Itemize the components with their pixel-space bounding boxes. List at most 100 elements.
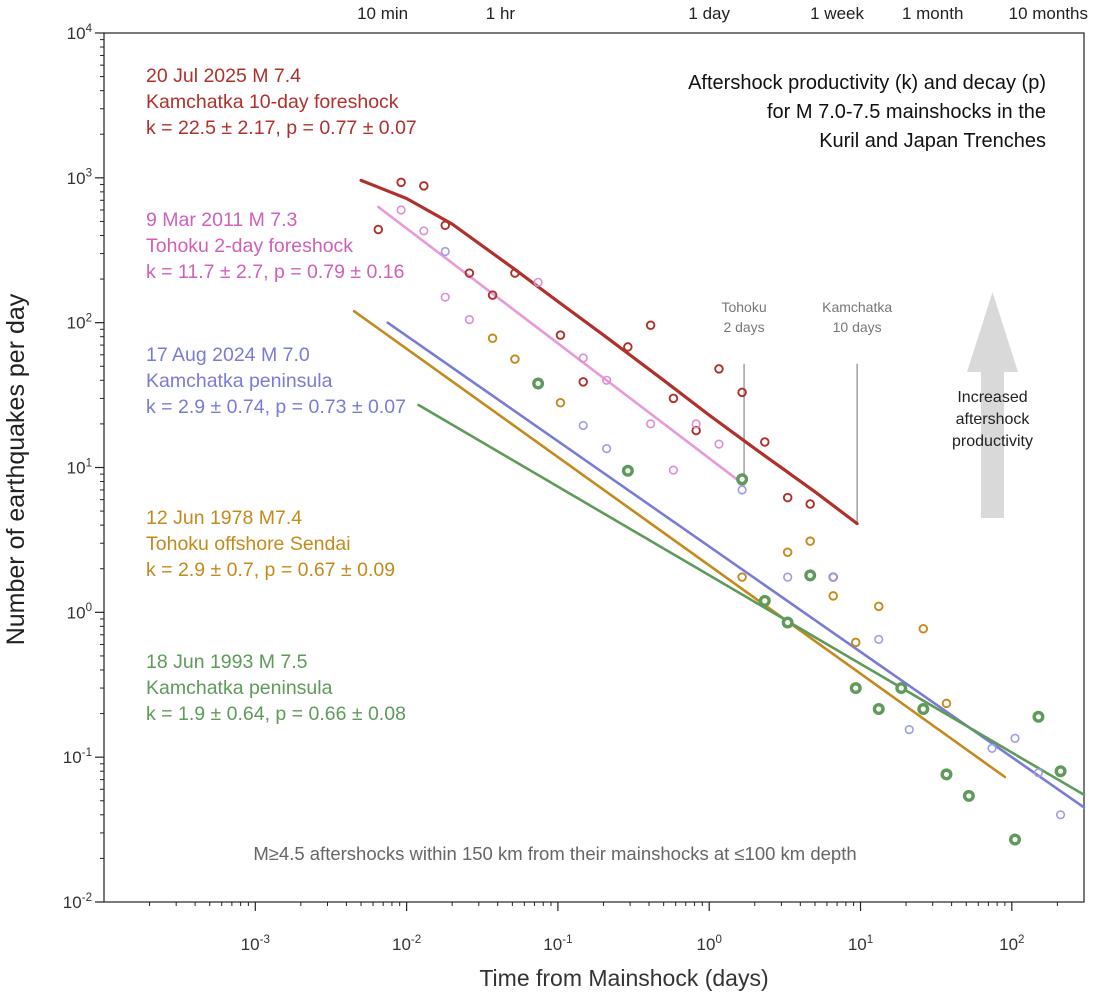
data-points — [373, 177, 1067, 846]
guide-label: Tohoku — [721, 299, 766, 315]
data-point-toh1978 — [487, 333, 498, 344]
y-tick-label-exp: 2 — [86, 313, 92, 325]
data-point-toh2011 — [646, 419, 656, 429]
top-tick-label: 1 week — [810, 4, 864, 23]
data-point-kam2024 — [1010, 733, 1020, 743]
x-tick-label-exp: -2 — [411, 934, 421, 946]
data-point-kam2024 — [578, 420, 588, 431]
x-tick-label-exp: 2 — [1018, 934, 1024, 946]
data-point-kam2025 — [373, 224, 384, 235]
x-tick-label-base: 10 — [999, 935, 1018, 954]
arrow-label-line: productivity — [952, 433, 1033, 450]
top-tick-label: 1 month — [902, 4, 963, 23]
data-point-toh1978 — [737, 572, 747, 582]
data-point-toh1978 — [918, 624, 929, 634]
x-tick-label: 102 — [999, 934, 1024, 954]
legend-toh2011-line: k = 11.7 ± 2.7, p = 0.79 ± 0.16 — [146, 261, 404, 283]
y-tick-label: 102 — [67, 313, 92, 333]
y-tick-label-base: 10 — [67, 314, 86, 333]
fit-line-toh1978 — [352, 309, 1007, 779]
y-tick-label-exp: 3 — [86, 168, 92, 180]
x-tick-label-base: 10 — [543, 935, 562, 954]
data-point-toh2011 — [714, 439, 724, 449]
y-tick-label: 10-2 — [63, 892, 92, 912]
data-point-kam1993 — [758, 594, 771, 607]
guide-label: 10 days — [833, 319, 882, 335]
legend-kam2025-line: Kamchatka 10-day foreshock — [146, 91, 399, 113]
data-point-kam1993 — [804, 569, 817, 582]
data-point-toh1978 — [510, 354, 520, 364]
data-point-kam2025 — [691, 425, 701, 436]
data-point-kam1993 — [736, 473, 749, 486]
data-point-toh2011 — [668, 465, 679, 475]
data-point-toh2011 — [396, 205, 406, 215]
data-point-kam2025 — [760, 437, 770, 447]
x-tick-label-base: 10 — [241, 935, 260, 954]
data-point-toh1978 — [941, 698, 952, 709]
guide-label: Kamchatka — [822, 299, 892, 315]
data-point-kam1993 — [872, 703, 885, 716]
data-point-kam1993 — [895, 682, 908, 695]
x-tick-label-exp: 0 — [715, 934, 721, 946]
data-point-kam1993 — [621, 464, 634, 477]
top-tick-label: 1 day — [688, 4, 730, 23]
x-tick-label: 101 — [848, 934, 873, 954]
data-point-kam2025 — [668, 393, 679, 404]
fit-line-toh2011 — [376, 205, 746, 487]
legend-kam1993-line: k = 1.9 ± 0.64, p = 0.66 ± 0.08 — [146, 703, 406, 725]
up-arrow-icon — [967, 292, 1018, 518]
data-point-kam1993 — [1032, 710, 1045, 723]
x-axis-label: Time from Mainshock (days) — [479, 965, 768, 991]
chart-title-line: Aftershock productivity (k) and decay (p… — [688, 72, 1046, 94]
fit-lines — [352, 178, 1086, 809]
data-point-kam1993 — [962, 789, 975, 802]
x-tick-label-base: 10 — [392, 935, 411, 954]
data-point-kam2025 — [555, 330, 566, 340]
data-point-toh1978 — [828, 591, 838, 601]
arrow-label-line: Increased — [957, 389, 1027, 406]
data-point-kam2025 — [440, 220, 450, 231]
y-tick-label-exp: 1 — [86, 457, 92, 469]
data-point-toh1978 — [850, 637, 861, 648]
data-point-toh2011 — [464, 314, 474, 325]
data-point-kam2025 — [737, 387, 747, 398]
y-tick-label: 10-1 — [63, 747, 92, 767]
data-point-toh2011 — [440, 292, 450, 302]
data-point-toh2011 — [691, 419, 701, 429]
y-tick-label-base: 10 — [63, 748, 82, 767]
legend-kam2024-line: k = 2.9 ± 0.74, p = 0.73 ± 0.07 — [146, 396, 406, 418]
y-tick-label: 103 — [67, 168, 92, 188]
y-axis-label: Number of earthquakes per day — [2, 293, 30, 645]
legend-kam2024-line: Kamchatka peninsula — [146, 370, 333, 392]
footnote: M≥4.5 aftershocks within 150 km from the… — [253, 843, 856, 864]
legend-toh1978-line: 12 Jun 1978 M7.4 — [146, 507, 302, 529]
top-tick-label: 1 hr — [486, 4, 516, 23]
legend-kam2025-line: 20 Jul 2025 M 7.4 — [146, 65, 301, 87]
y-tick-label-base: 10 — [63, 893, 82, 912]
data-point-kam1993 — [781, 616, 794, 629]
data-point-kam1993 — [917, 703, 930, 716]
data-point-kam2024 — [783, 572, 793, 582]
y-tick-label-base: 10 — [67, 169, 86, 188]
data-point-kam2024 — [602, 444, 612, 454]
data-point-kam2025 — [805, 499, 815, 509]
legend-kam1993-line: Kamchatka peninsula — [146, 677, 333, 699]
fit-line-kam1993 — [417, 403, 1086, 797]
annotations: 20 Jul 2025 M 7.4 Kamchatka 10-day foresh… — [146, 65, 1046, 864]
y-tick-label-base: 10 — [67, 603, 86, 622]
data-point-kam2025 — [487, 290, 498, 300]
data-point-kam2024 — [1055, 810, 1066, 820]
y-tick-label: 101 — [67, 457, 92, 477]
data-point-kam1993 — [1009, 833, 1022, 846]
fit-line-kam2025 — [359, 178, 859, 526]
y-tick-label-exp: -1 — [82, 747, 92, 759]
top-tick-label: 10 months — [1009, 4, 1088, 23]
data-point-kam2025 — [578, 377, 588, 387]
data-point-kam2024 — [1033, 768, 1044, 778]
data-point-kam2024 — [987, 743, 997, 753]
legend-kam2025-line: k = 22.5 ± 2.17, p = 0.77 ± 0.07 — [146, 117, 417, 139]
legend-toh1978-line: k = 2.9 ± 0.7, p = 0.67 ± 0.09 — [146, 559, 395, 581]
data-point-toh2011 — [602, 375, 612, 385]
data-point-kam1993 — [849, 682, 862, 695]
